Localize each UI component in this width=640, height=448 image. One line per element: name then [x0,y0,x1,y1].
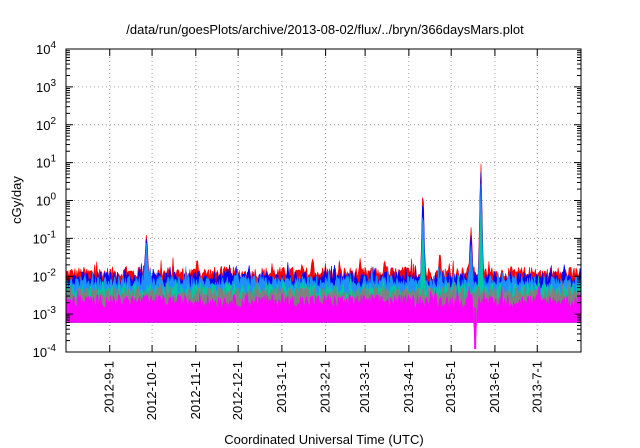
series-layer [65,163,582,350]
y-tick-label: 102 [36,116,56,133]
x-tick-label: 2013-6-1 [487,361,502,413]
chart-title: /data/run/goesPlots/archive/2013-08-02/f… [126,22,524,37]
y-tick-label: 10-1 [33,229,57,246]
y-axis-tick-labels: 10-4 10-3 10-2 10-1 100 101 102 103 104 [33,40,57,360]
y-axis-label: cGy/day [9,176,24,224]
y-tick-label: 103 [36,78,56,95]
x-axis-label: Coordinated Universal Time (UTC) [224,432,423,447]
y-tick-label: 10-4 [33,343,57,360]
y-tick-label: 104 [36,40,56,57]
x-tick-label: 2013-1-1 [274,361,289,413]
y-tick-label: 100 [36,192,56,209]
x-axis-tick-labels: 2012-9-1 2012-10-1 2012-11-1 2012-12-1 2013-… [102,361,545,420]
y-tick-label: 10-3 [33,305,57,322]
x-tick-label: 2013-3-1 [357,361,372,413]
x-tick-label: 2012-9-1 [102,361,117,413]
x-tick-label: 2012-11-1 [188,361,203,419]
y-tick-label: 101 [36,154,56,171]
axis-ticks [66,48,581,353]
x-tick-label: 2013-5-1 [443,361,458,413]
x-tick-label: 2012-12-1 [230,361,245,420]
series-area [65,285,582,349]
x-tick-label: 2013-4-1 [401,361,416,413]
x-tick-label: 2012-10-1 [144,361,159,420]
x-tick-label: 2013-2-1 [318,361,333,413]
y-tick-label: 10-2 [33,267,57,284]
x-tick-label: 2013-7-1 [529,361,544,413]
